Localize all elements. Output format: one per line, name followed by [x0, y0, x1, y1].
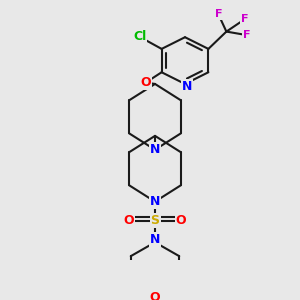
Text: O: O	[150, 291, 160, 300]
Text: Cl: Cl	[133, 30, 146, 43]
Text: O: O	[124, 214, 134, 227]
Text: F: F	[241, 14, 248, 25]
Text: N: N	[182, 80, 192, 93]
Text: F: F	[214, 9, 222, 19]
Text: O: O	[176, 214, 186, 227]
Text: S: S	[151, 214, 160, 227]
Text: F: F	[243, 30, 250, 40]
Text: O: O	[140, 76, 151, 89]
Text: N: N	[150, 233, 160, 246]
Text: N: N	[150, 143, 160, 156]
Text: N: N	[150, 195, 160, 208]
